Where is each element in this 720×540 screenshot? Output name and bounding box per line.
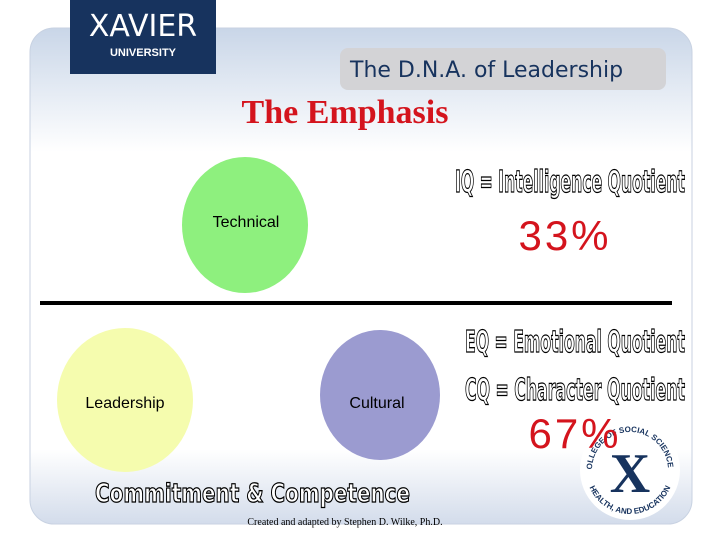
panel — [29, 27, 693, 525]
logo-name: XAVIER — [89, 9, 197, 44]
logo-box — [70, 0, 216, 74]
seal-disc — [580, 420, 680, 520]
slogan: Commitment & Competence — [95, 479, 410, 509]
circle-label: Leadership — [85, 395, 164, 412]
title: The Emphasis — [242, 94, 449, 131]
cq-text: CQ = Character Quotient — [465, 373, 685, 408]
iq-text: IQ = Intelligence Quotient — [455, 165, 685, 200]
seal-letter: X — [610, 443, 650, 505]
logo-sub: UNIVERSITY — [110, 47, 177, 59]
circle-label: Cultural — [349, 395, 404, 412]
banner — [340, 48, 666, 90]
circle-leadership — [57, 328, 193, 472]
eq-cq-share: 67% — [528, 410, 621, 457]
iq-share: 33% — [518, 212, 611, 259]
circle-technical — [182, 157, 308, 293]
banner-text: The D.N.A. of Leadership — [349, 58, 623, 83]
credit: Created and adapted by Stephen D. Wilke,… — [247, 517, 442, 528]
circle-label: Technical — [213, 214, 280, 231]
eq-text: EQ = Emotional Quotient — [465, 325, 685, 360]
circle-cultural — [320, 330, 440, 460]
